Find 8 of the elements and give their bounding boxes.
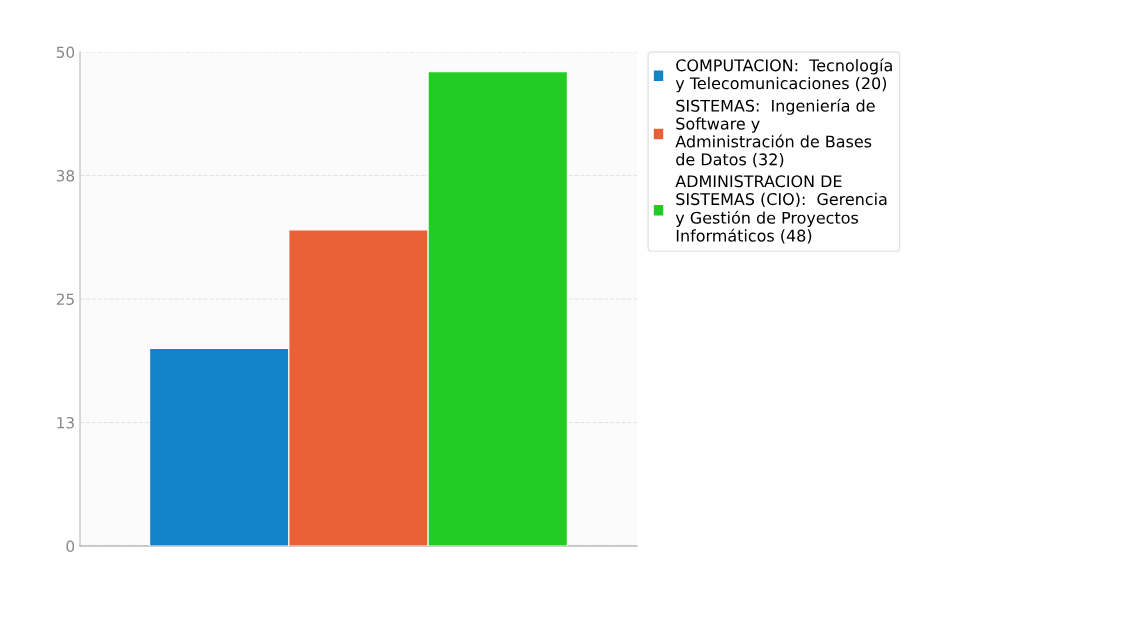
legend-label: COMPUTACION: Tecnología y Telecomunicaciones (20) xyxy=(675,58,892,93)
y-tick-label: 13 xyxy=(57,416,74,429)
y-tick-label: 38 xyxy=(56,169,75,182)
y-tick-label: 0 xyxy=(66,540,75,553)
legend-label: SISTEMAS: Ingeniería de Software y Administración de Bases de Datos (32) xyxy=(675,98,875,168)
y-tick-label: 25 xyxy=(56,293,74,306)
y-tick-label: 50 xyxy=(56,46,75,59)
legend-label: ADMINISTRACION DE SISTEMAS (CIO): Gerencia y Gestión de Proyectos Informáticos (48) xyxy=(675,175,887,244)
